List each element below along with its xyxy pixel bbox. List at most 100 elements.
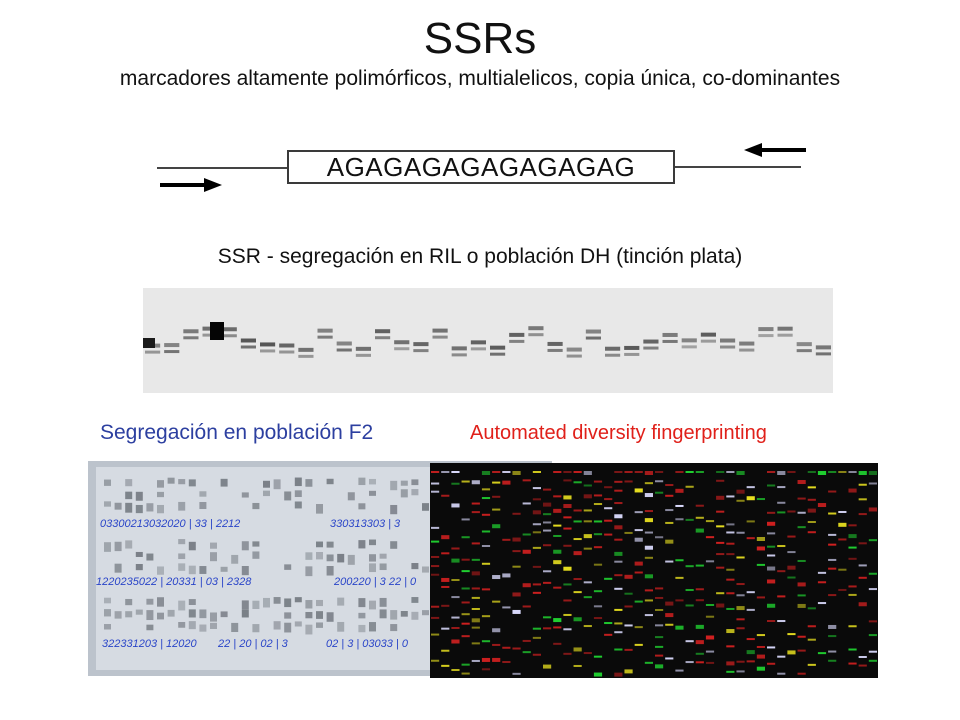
fingerprint-band [461,570,470,573]
slide-subtitle: marcadores altamente polimórficos, multi… [119,67,841,90]
fingerprint-band [736,531,745,534]
f2-gel-band [284,622,292,633]
f2-gel-band [146,598,154,605]
fingerprint-band [695,471,704,473]
fingerprint-band [655,609,664,612]
fingerprint-band [583,509,592,512]
fingerprint-band [543,513,552,516]
fingerprint-band [807,625,816,628]
fingerprint-band [858,576,867,579]
fingerprint-band [817,581,827,584]
fingerprint-band [655,587,664,590]
fingerprint-band [573,481,582,484]
fingerprint-band [767,511,776,514]
fingerprint-band [583,520,592,523]
gel-band [815,345,831,350]
gel-band [183,336,199,340]
fingerprint-band [756,645,765,648]
f2-gel-band [358,612,366,619]
f2-gel-band [369,600,376,610]
fingerprint-band [848,593,857,596]
fingerprint-band [767,471,776,473]
fingerprint-band [624,574,633,579]
fingerprint-band [746,486,755,489]
f2-gel-band [326,554,334,562]
fingerprint-band [634,571,643,574]
fingerprint-band [532,510,541,515]
fingerprint-band [797,526,806,529]
fingerprint-band [828,650,837,653]
f2-gel-band [305,479,313,487]
f2-gel-band [369,622,376,632]
fingerprint-band [451,482,460,485]
fingerprint-band [828,567,837,570]
fingerprint-band [532,627,541,630]
fingerprint-band [593,563,603,566]
f2-gel-band [273,621,281,630]
fingerprint-band [512,471,521,475]
fingerprint-band [807,521,816,524]
fingerprint-band [471,502,480,505]
fingerprint-band [604,507,613,510]
forward-primer-arrow-icon [160,178,222,192]
fingerprint-band [665,509,674,512]
fingerprint-band [807,531,816,534]
fingerprint-band [502,480,511,485]
fingerprint-band [675,576,684,579]
fingerprint-band [624,648,633,651]
f2-gel-band [104,609,111,617]
fingerprint-band [838,588,847,591]
fingerprint-band [614,622,623,625]
fingerprint-band [614,471,623,473]
fingerprint-band [675,559,684,562]
gel-band [547,348,563,352]
f2-gel-band [305,552,313,560]
fingerprint-band [431,573,440,576]
fingerprint-band [705,603,715,606]
slide-title: SSRs [423,14,537,63]
gel-band [336,341,352,346]
f2-gel-band [157,612,164,620]
fingerprint-band [593,590,603,593]
fingerprint-band [441,664,450,667]
fingerprint-band [624,605,633,608]
f2-gel-band [231,622,239,633]
fingerprint-band [746,650,755,655]
fingerprint-band [756,596,765,599]
gel-band [605,346,621,351]
f2-gel-band [400,480,408,486]
f2-gel-band [273,479,281,490]
fingerprint-band [512,672,521,675]
f2-gel-band [347,492,355,501]
fingerprint-band [756,634,765,637]
fingerprint-band [716,495,725,500]
fingerprint-band [685,640,694,643]
gel-band [145,350,161,354]
fingerprint-band [563,599,572,602]
gel-band [279,343,295,348]
fingerprint-band [756,654,765,659]
fingerprint-band [726,531,735,534]
gel-band [432,335,448,339]
fingerprint-band [583,625,592,628]
fingerprint-band [471,618,480,623]
fingerprint-band [736,618,745,621]
fingerprint-band [492,495,501,498]
fingerprint-band [675,488,684,493]
fingerprint-band [644,518,653,523]
fingerprint-band [553,471,562,473]
fingerprint-band [777,672,786,675]
fingerprint-band [828,471,837,473]
fingerprint-band [868,650,877,653]
fingerprint-band [655,645,664,648]
fingerprint-band [553,549,562,554]
fingerprint-band [512,512,521,515]
fingerprint-band [736,594,745,597]
fingerprint-band [797,497,806,500]
f2-gel-band [220,611,228,618]
fingerprint-band [644,493,653,498]
f2-gel-band [157,566,164,575]
fingerprint-band [481,615,491,618]
fingerprint-band [512,592,521,597]
fingerprint-band [431,633,440,636]
